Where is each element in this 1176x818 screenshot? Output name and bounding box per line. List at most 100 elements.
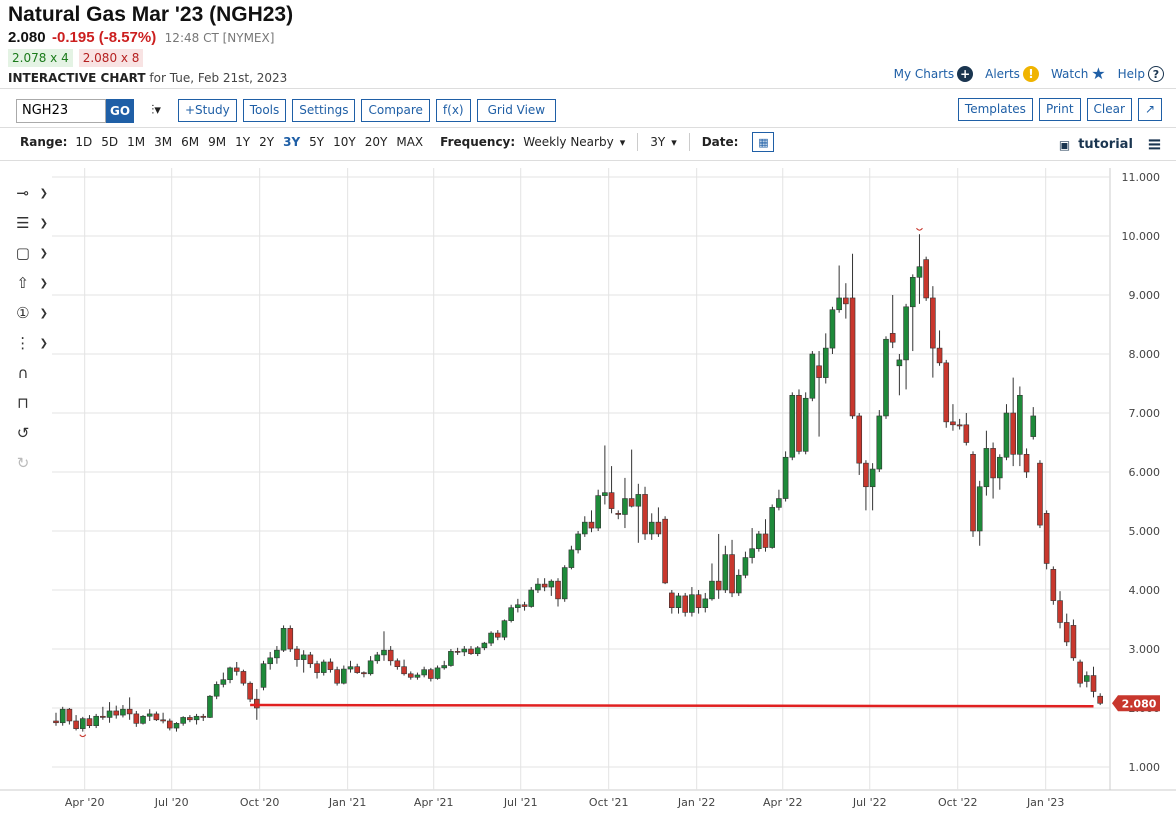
alerts-link[interactable]: Alerts! — [985, 66, 1039, 82]
range-option[interactable]: 1D — [75, 135, 93, 149]
shape-tool[interactable]: ▢ ❯ — [12, 238, 48, 268]
candle — [568, 545, 575, 570]
print-button[interactable]: Print — [1038, 98, 1081, 121]
arrow-tool[interactable]: ⇧ ❯ — [12, 268, 48, 298]
candle-body — [829, 309, 836, 349]
candle — [1084, 671, 1090, 688]
candle — [146, 709, 153, 721]
crosshair-tool[interactable]: ⊸ ❯ — [12, 178, 48, 208]
range-option[interactable]: 20Y — [364, 135, 388, 149]
last-price-tag — [1112, 695, 1160, 712]
candle — [702, 592, 709, 613]
candle-body — [1057, 600, 1063, 623]
range-option[interactable]: 6M — [181, 135, 200, 149]
candle — [883, 336, 889, 419]
y-tick-label: 3.000 — [1129, 643, 1161, 656]
chevron-down-icon[interactable]: ▾ — [671, 135, 677, 149]
clear-button[interactable]: Clear — [1086, 98, 1132, 121]
candle — [1057, 591, 1063, 629]
candle — [200, 713, 207, 721]
candle-type-icon[interactable]: ⫶▾ — [151, 103, 161, 118]
symbol-input[interactable] — [16, 98, 106, 123]
candle-body — [729, 554, 735, 594]
candle-body — [334, 669, 340, 684]
bid-ask: 2.078 x 4 2.080 x 8 — [8, 49, 1168, 69]
undo-tool[interactable]: ↺ — [12, 418, 48, 448]
x-tick-label: Jan '23 — [1026, 796, 1064, 809]
range-option[interactable]: 10Y — [333, 135, 356, 149]
chevron-down-icon[interactable]: ▾ — [619, 135, 626, 149]
chart-label: INTERACTIVE CHART for Tue, Feb 21st, 202… — [8, 69, 1168, 87]
candle-body — [173, 723, 180, 729]
candle-body — [461, 648, 468, 653]
candle-body — [267, 657, 273, 665]
candle-body — [274, 649, 280, 659]
candle — [970, 451, 976, 537]
watch-link[interactable]: Watch ★ — [1051, 66, 1106, 82]
grid-view-button[interactable]: Grid View — [476, 99, 557, 122]
range-option[interactable]: 9M — [208, 135, 227, 149]
candle — [1023, 448, 1030, 478]
candle — [1097, 693, 1103, 706]
expand-icon[interactable]: ↗ — [1137, 98, 1162, 121]
candle-body — [287, 628, 294, 650]
my-charts-link[interactable]: My Charts + — [894, 66, 974, 82]
candle — [347, 660, 354, 673]
range-option[interactable]: 5Y — [309, 135, 325, 149]
candle — [528, 587, 535, 608]
x-tick-label: Apr '21 — [414, 796, 454, 809]
candle-body — [762, 533, 769, 548]
measure-tool[interactable]: ⋮ ❯ — [12, 328, 48, 358]
frequency-select[interactable]: Weekly Nearby — [523, 135, 614, 149]
candle-body — [133, 713, 140, 724]
range-option[interactable]: 1M — [127, 135, 146, 149]
candle — [990, 442, 996, 499]
study-button[interactable]: +Study — [178, 99, 237, 122]
candle-body — [535, 583, 541, 591]
menu-icon[interactable]: ≡ — [1146, 134, 1162, 155]
redo-tool[interactable]: ↻ — [12, 448, 48, 478]
go-button[interactable]: GO — [106, 98, 134, 123]
candle-body — [615, 512, 622, 515]
candle — [575, 531, 581, 554]
candle — [849, 253, 856, 419]
candle — [923, 256, 929, 301]
range-option[interactable]: 5D — [101, 135, 119, 149]
chevron-right-icon: ❯ — [39, 307, 48, 319]
lock-tool[interactable]: ⊓ — [12, 388, 48, 418]
range-option[interactable]: 3Y — [283, 135, 301, 149]
range-option[interactable]: 2Y — [259, 135, 275, 149]
quote-header: Natural Gas Mar '23 (NGH23) 2.080 -0.195… — [8, 2, 1168, 87]
chevron-right-icon: ❯ — [39, 277, 48, 289]
candle — [247, 681, 253, 703]
tools-button[interactable]: Tools — [242, 99, 287, 122]
templates-button[interactable]: Templates — [957, 98, 1033, 121]
calendar-icon[interactable]: ▦ — [752, 132, 775, 152]
range-option[interactable]: MAX — [396, 135, 424, 149]
candle — [916, 234, 923, 304]
candle-body — [930, 297, 936, 349]
tutorial-link[interactable]: ▣ tutorial ≡ — [1059, 134, 1162, 155]
range-option[interactable]: 3M — [154, 135, 173, 149]
candle — [782, 451, 789, 502]
chevron-right-icon: ❯ — [39, 247, 48, 259]
candle-body — [501, 620, 508, 638]
fx-button[interactable]: f(x) — [435, 99, 471, 122]
help-icon: ? — [1148, 66, 1164, 82]
candle — [354, 663, 361, 674]
annotation-tool[interactable]: ① ❯ — [12, 298, 48, 328]
candle-body — [722, 554, 729, 591]
candle — [421, 666, 427, 678]
compare-button[interactable]: Compare — [361, 99, 430, 122]
candle-body — [1097, 695, 1103, 704]
candle-body — [367, 660, 374, 675]
period-select[interactable]: 3Y — [650, 135, 666, 149]
magnet-tool[interactable]: ∩ — [12, 358, 48, 388]
alert-icon: ! — [1022, 66, 1039, 82]
settings-button[interactable]: Settings — [292, 99, 356, 122]
help-link[interactable]: Help? — [1118, 66, 1164, 82]
range-option[interactable]: 1Y — [235, 135, 251, 149]
fib-tool[interactable]: ☰ ❯ — [12, 208, 48, 238]
candle-body — [648, 521, 655, 535]
